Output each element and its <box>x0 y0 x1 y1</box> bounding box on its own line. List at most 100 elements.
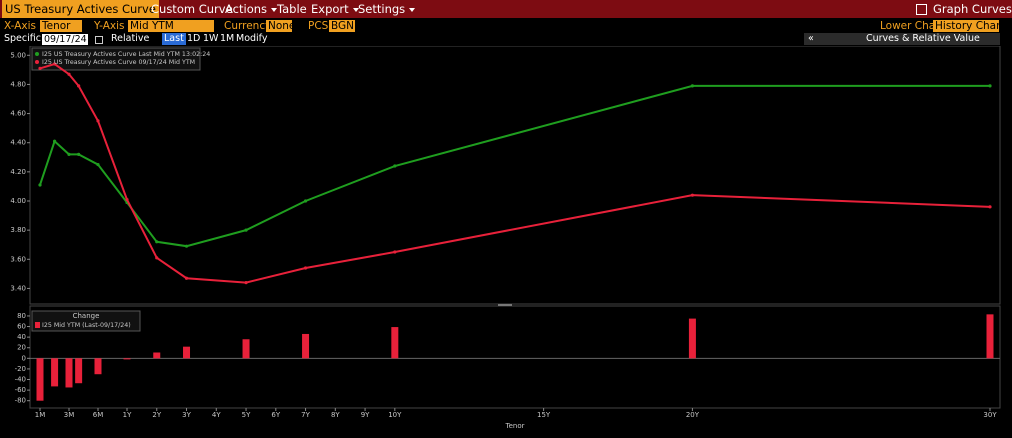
relative-option[interactable]: 1W <box>203 33 219 44</box>
calendar-icon[interactable] <box>95 36 103 44</box>
x-tick-label: 3Y <box>182 411 191 419</box>
curve-point <box>96 119 100 123</box>
relative-option[interactable]: Last <box>162 33 186 45</box>
menu-item[interactable]: Table <box>277 2 307 16</box>
y-tick-label: 20 <box>17 344 26 352</box>
main-plot-frame <box>29 46 1001 305</box>
bar <box>123 358 131 360</box>
legend-swatch <box>35 60 39 64</box>
bar <box>242 339 250 359</box>
curve-point <box>77 152 81 156</box>
bar <box>94 358 102 375</box>
x-tick-label: 3M <box>64 411 75 419</box>
menu-item[interactable]: Export <box>308 0 362 18</box>
y-tick-label: 80 <box>17 312 26 320</box>
field-input[interactable]: None <box>266 20 296 32</box>
x-tick-label: 6M <box>93 411 104 419</box>
menu-item[interactable]: Custom Curve <box>151 2 233 16</box>
field-input[interactable]: Mid YTM <box>128 20 214 32</box>
x-tick-label: 1M <box>35 411 46 419</box>
y-tick-label: -40 <box>15 376 26 384</box>
menu-bar: US Treasury Actives Curve Custom Curve A… <box>0 0 1012 18</box>
chart: Change Tenor 5.00 4.80 4.60 4.40 4.20 4.00 3.8… <box>10 46 1001 430</box>
bar <box>688 318 696 359</box>
x-tick-label: 9Y <box>361 411 370 419</box>
curve-point <box>244 228 248 232</box>
curve-point <box>184 244 189 248</box>
y-tick-label: 4.40 <box>10 139 26 147</box>
curve-point <box>96 162 100 167</box>
bar <box>302 333 310 359</box>
graph-icon <box>916 4 927 15</box>
curve-point <box>303 266 308 270</box>
bar <box>75 358 83 384</box>
curve-point <box>690 84 695 88</box>
relative-option[interactable]: 1D <box>187 33 201 44</box>
menu-item[interactable]: Actions <box>222 0 280 18</box>
x-tick-label: 8Y <box>331 411 340 419</box>
x-tick-label: 4Y <box>212 411 221 419</box>
splitter-handle[interactable] <box>498 304 512 306</box>
graph-button[interactable]: Graph Curves <box>933 2 1012 16</box>
field-label: X-Axis <box>4 20 37 32</box>
y-tick-label: 4.00 <box>10 197 26 205</box>
curve-point <box>393 164 397 168</box>
date-toolbar: Specific 09/17/24 Relative Last 1D 1W 1M… <box>0 33 1012 45</box>
y-tick-label: 5.00 <box>10 51 26 59</box>
x-axis-title: Tenor <box>505 422 525 430</box>
x-tick-label: 1Y <box>123 411 132 419</box>
legend-label: I25 US Treasury Actives Curve Last Mid Y… <box>42 51 210 58</box>
y-tick-label: -20 <box>15 365 26 373</box>
curve-point <box>690 193 695 197</box>
curve-point <box>244 281 248 285</box>
legend-swatch <box>35 52 39 56</box>
y-tick-label: 4.80 <box>10 80 26 88</box>
bar <box>986 314 994 359</box>
lower-plot-frame <box>29 305 1001 409</box>
curve-point <box>125 197 129 202</box>
menu-item[interactable]: US Treasury Actives Curve <box>2 0 159 18</box>
collapse-button[interactable]: « <box>808 33 814 44</box>
date-input[interactable]: 09/17/24 <box>42 34 88 45</box>
bar <box>51 358 59 387</box>
x-tick-label: 6Y <box>271 411 280 419</box>
field-label: PCS <box>308 20 329 32</box>
y-tick-label: 3.40 <box>10 284 26 292</box>
menu-item[interactable]: Settings <box>355 0 418 18</box>
legend-swatch <box>35 322 40 328</box>
panel-bar <box>804 33 1000 45</box>
x-tick-label: 10Y <box>388 411 402 419</box>
x-tick-label: 5Y <box>242 411 251 419</box>
y-tick-label: -80 <box>15 397 26 405</box>
x-tick-label: 2Y <box>152 411 161 419</box>
curve-point <box>155 256 159 260</box>
field-label: Specific <box>4 33 41 44</box>
modify-button[interactable]: Modify <box>236 33 268 44</box>
curve-point <box>393 250 397 254</box>
curve-point <box>303 199 308 203</box>
curve-point <box>67 72 71 76</box>
field-label: Lower Chart <box>880 20 944 32</box>
curve-point <box>77 84 81 88</box>
y-tick-label: 4.60 <box>10 110 26 118</box>
curve-point <box>988 84 992 88</box>
field-label: Y-Axis <box>94 20 125 32</box>
field-input[interactable]: Tenor <box>40 20 82 32</box>
y-tick-label: 3.60 <box>10 255 26 263</box>
y-tick-label: 60 <box>17 323 26 331</box>
x-tick-label: 30Y <box>983 411 997 419</box>
y-tick-label: 40 <box>17 333 26 341</box>
field-input[interactable]: BGN <box>329 20 355 32</box>
axis-toolbar: X-Axis Tenor Y-Axis Mid YTM Currency Non… <box>0 19 1012 33</box>
bar <box>65 358 73 388</box>
legend-label: I25 US Treasury Actives Curve 09/17/24 M… <box>42 59 195 66</box>
x-tick-label: 7Y <box>301 411 310 419</box>
bar <box>153 352 161 359</box>
bar <box>36 358 44 401</box>
relative-option[interactable]: 1M <box>220 33 235 44</box>
field-input[interactable]: History Chart <box>933 20 1005 32</box>
bar <box>183 346 191 359</box>
curve-point <box>52 62 57 66</box>
panel-title: Curves & Relative Value <box>866 33 980 44</box>
